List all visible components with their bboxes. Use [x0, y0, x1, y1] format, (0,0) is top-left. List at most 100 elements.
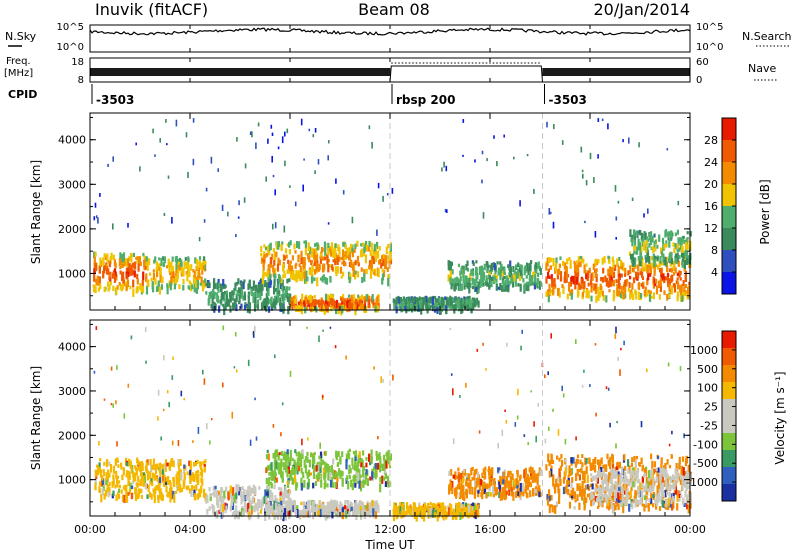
scatter-cell: [659, 283, 662, 293]
scatter-cell: [620, 501, 623, 508]
scatter-cell: [602, 469, 605, 477]
scatter-cell: [641, 276, 644, 280]
scatter-cell: [332, 500, 335, 506]
scatter-cell: [666, 265, 669, 272]
scatter-cell: [108, 472, 111, 478]
scatter-cell: [389, 248, 392, 257]
scatter-cell: [205, 283, 208, 287]
scatter-cell: [598, 486, 601, 494]
scatter-cell: [673, 247, 676, 254]
scatter-cell: [460, 267, 463, 275]
scatter-cell: [617, 474, 620, 481]
scatter-cell: [674, 253, 677, 261]
scatter-cell: [680, 465, 683, 475]
scatter-cell: [294, 461, 297, 465]
scatter-cell: [319, 277, 323, 281]
scatter-cell: [133, 270, 136, 278]
scatter-cell: [445, 296, 448, 304]
scatter-cell: [493, 481, 496, 491]
scatter-cell: [130, 493, 133, 500]
scatter-cell: [212, 301, 215, 305]
scatter-cell: [379, 464, 382, 473]
scatter-cell: [289, 240, 292, 246]
scatter-cell: [681, 500, 684, 505]
scatter-cell: [249, 131, 252, 135]
scatter-cell: [337, 468, 341, 474]
scatter-cell: [179, 459, 182, 466]
scatter-cell: [458, 285, 461, 291]
nave-tick-bottom: 0: [696, 75, 702, 86]
scatter-cell: [584, 485, 587, 490]
scatter-cell: [256, 304, 259, 310]
scatter-cell: [457, 299, 460, 303]
scatter-cell: [307, 437, 309, 441]
scatter-cell: [629, 475, 633, 483]
scatter-cell: [644, 262, 647, 272]
scatter-cell: [171, 490, 174, 500]
power-colorbar-swatch: [722, 140, 736, 162]
scatter-cell: [114, 458, 117, 462]
scatter-cell: [632, 268, 635, 273]
scatter-cell: [601, 493, 604, 501]
scatter-cell: [171, 271, 174, 277]
scatter-cell: [358, 501, 361, 509]
scatter-cell: [509, 260, 512, 268]
scatter-cell: [131, 262, 134, 266]
scatter-cell: [310, 269, 313, 277]
scatter-cell: [375, 473, 378, 478]
scatter-cell: [636, 468, 639, 474]
scatter-cell: [583, 369, 585, 373]
scatter-cell: [515, 264, 518, 268]
scatter-cell: [471, 277, 474, 283]
scatter-cell: [447, 507, 450, 516]
scatter-cell: [238, 200, 240, 206]
scatter-cell: [666, 491, 669, 496]
scatter-cell: [447, 274, 450, 282]
scatter-cell: [553, 278, 556, 287]
scatter-cell: [464, 275, 467, 284]
scatter-cell: [508, 272, 511, 276]
scatter-cell: [654, 498, 657, 504]
scatter-cell: [510, 278, 513, 282]
scatter-cell: [592, 495, 595, 499]
scatter-cell: [205, 496, 208, 502]
scatter-cell: [645, 499, 648, 506]
scatter-cell: [98, 486, 101, 493]
scatter-cell: [503, 471, 506, 479]
scatter-cell: [178, 468, 181, 477]
scatter-cell: [615, 472, 618, 479]
scatter-cell: [287, 493, 290, 499]
scatter-cell: [200, 485, 203, 494]
scatter-cell: [335, 506, 338, 513]
scatter-cell: [526, 492, 529, 499]
scatter-cell: [242, 511, 245, 517]
scatter-cell: [617, 478, 620, 487]
scatter-cell: [318, 299, 321, 308]
scatter-cell: [607, 459, 610, 467]
scatter-cell: [532, 475, 535, 482]
scatter-cell: [626, 279, 629, 284]
scatter-cell: [94, 262, 97, 272]
scatter-cell: [563, 276, 566, 284]
scatter-cell: [212, 492, 215, 496]
scatter-cell: [499, 492, 502, 501]
scatter-cell: [387, 475, 390, 483]
scatter-cell: [650, 453, 653, 460]
scatter-cell: [290, 476, 293, 481]
scatter-cell: [158, 257, 161, 261]
scatter-cell: [490, 269, 493, 274]
scatter-cell: [670, 252, 673, 257]
scatter-cell: [269, 501, 272, 507]
scatter-cell: [335, 510, 338, 514]
scatter-cell: [623, 477, 626, 484]
scatter-cell: [507, 275, 510, 279]
scatter-cell: [623, 288, 626, 294]
scatter-cell: [519, 283, 522, 292]
scatter-cell: [513, 479, 516, 488]
scatter-cell: [558, 468, 561, 478]
scatter-cell: [337, 512, 340, 517]
scatter-cell: [225, 300, 228, 307]
scatter-cell: [216, 490, 219, 494]
scatter-cell: [381, 273, 385, 281]
scatter-cell: [681, 237, 684, 243]
